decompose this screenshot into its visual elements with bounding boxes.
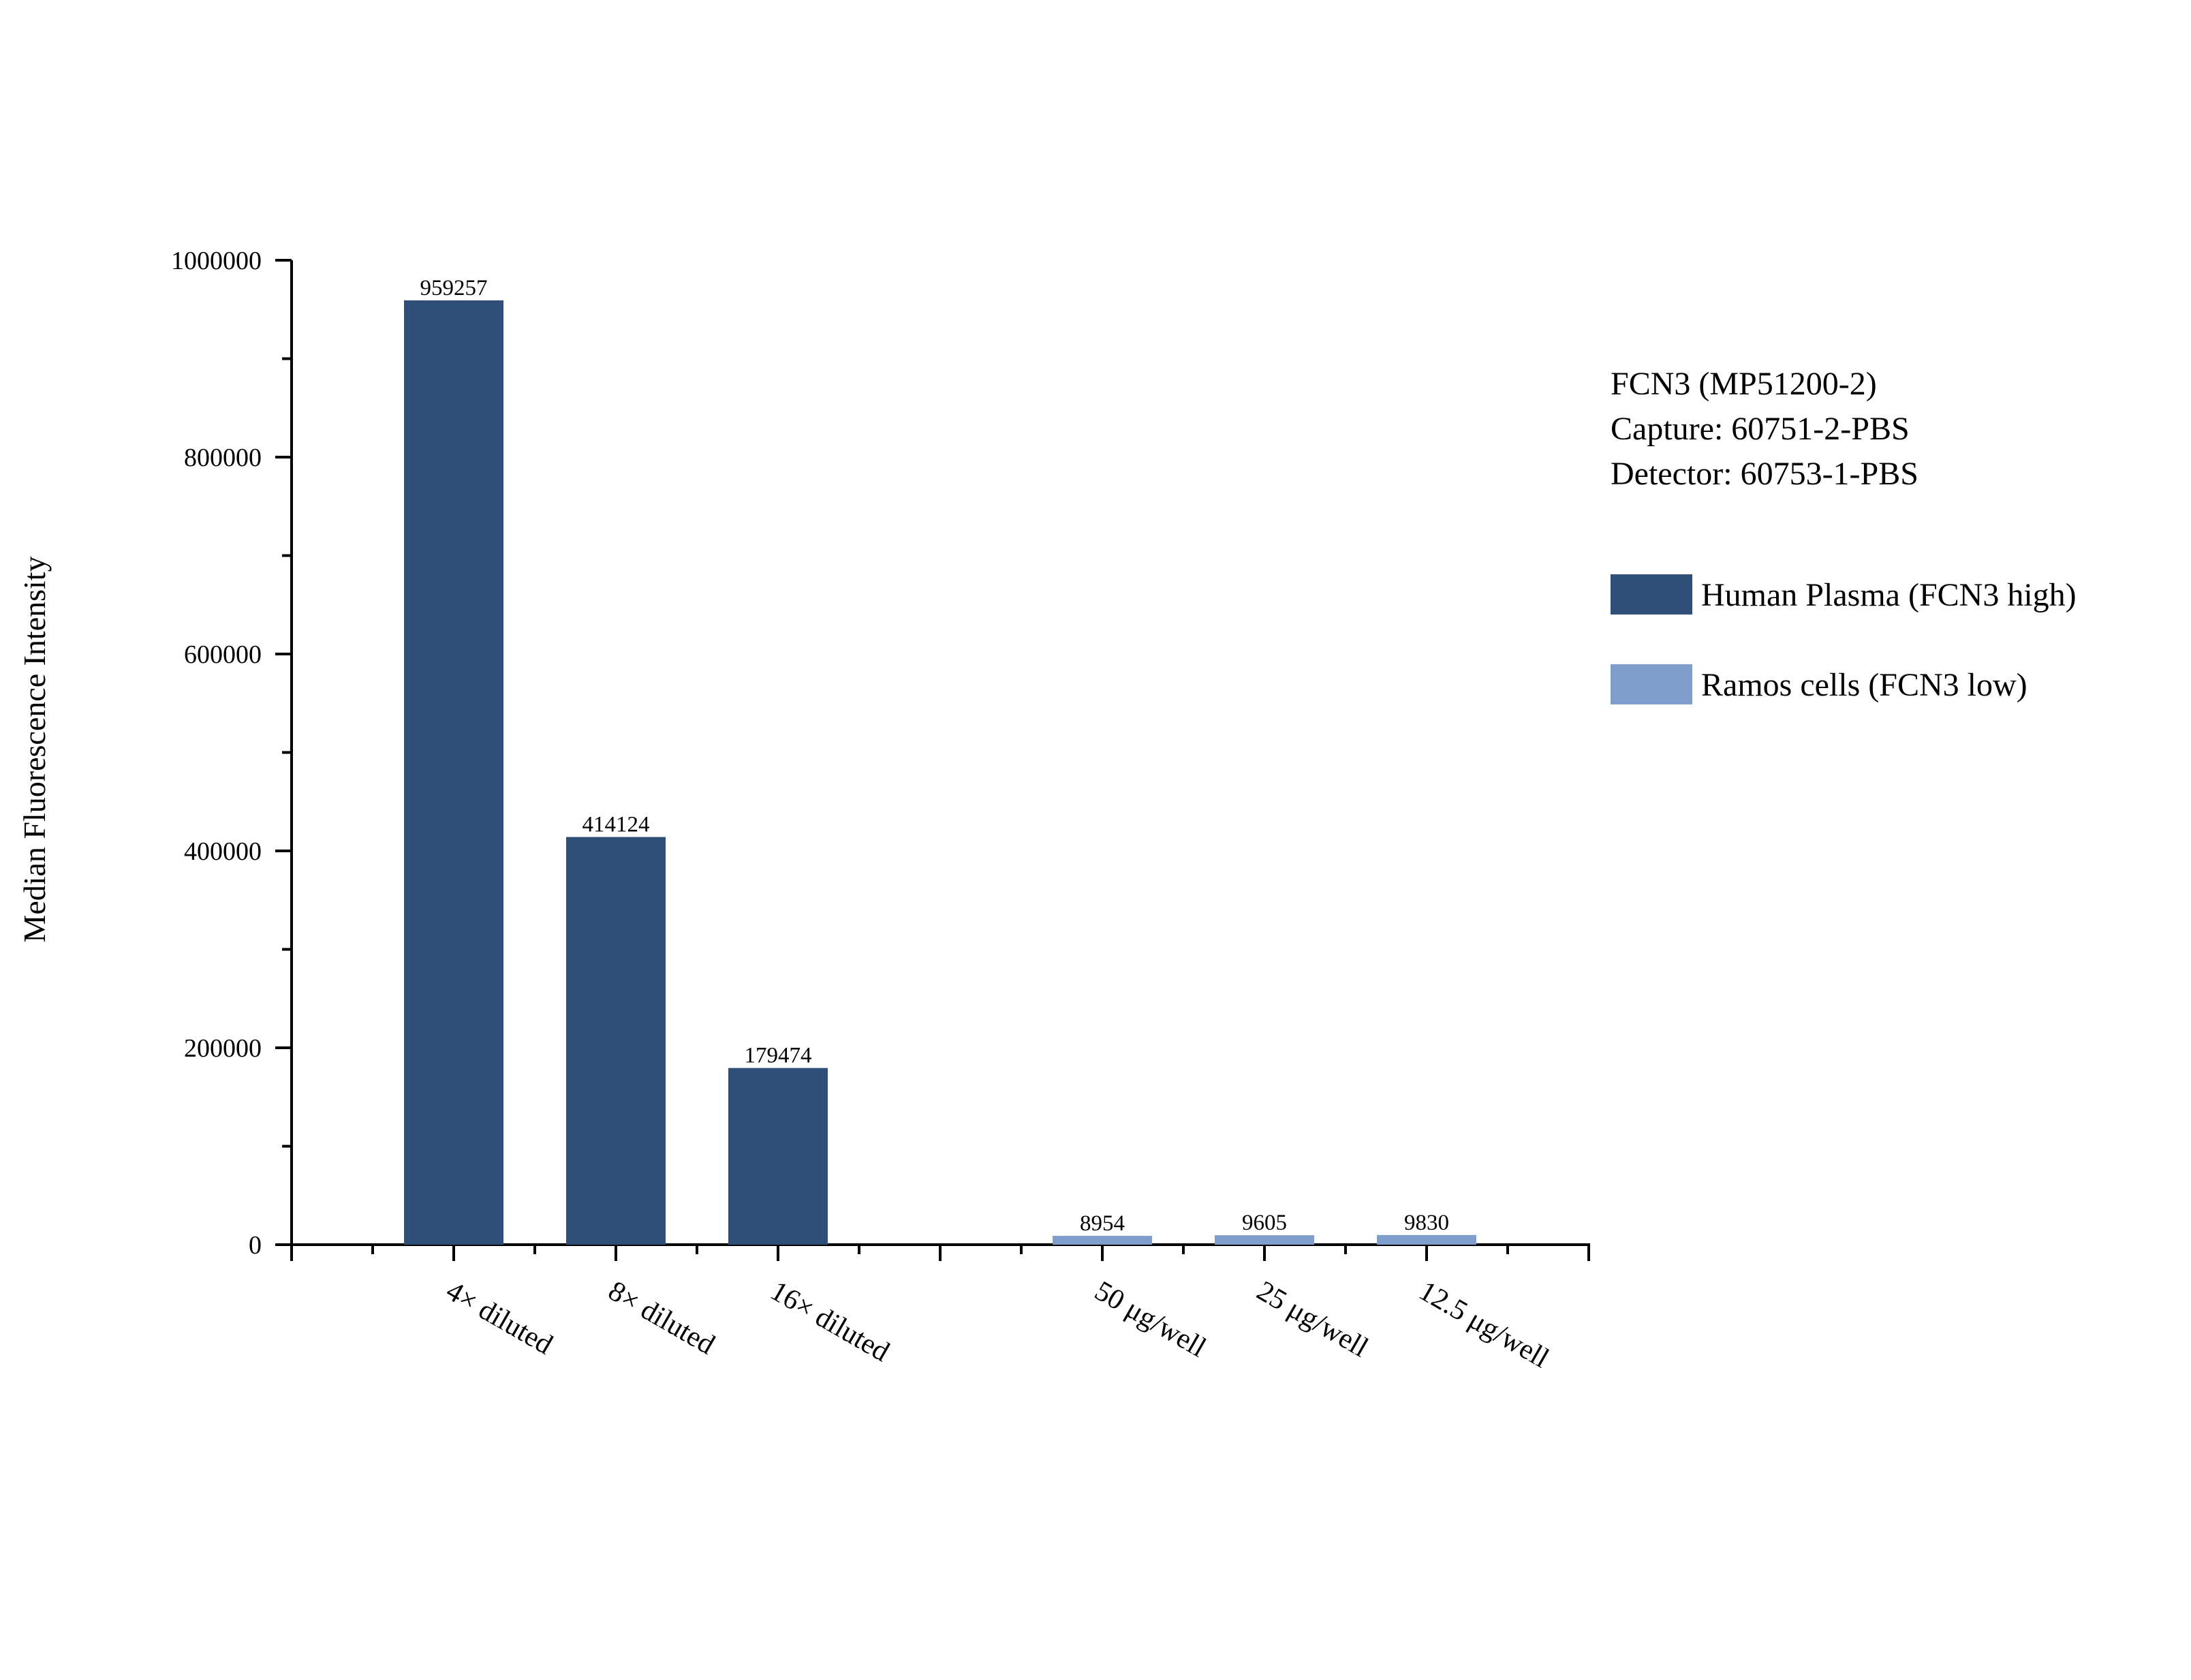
bar-value-label: 959257 bbox=[420, 276, 488, 300]
bar-ramos-cells bbox=[1377, 1234, 1476, 1245]
bar-value-label: 8954 bbox=[1080, 1211, 1125, 1236]
bar-ramos-cells bbox=[1053, 1236, 1152, 1245]
info-line-antibody: FCN3 (MP51200-2) bbox=[1611, 366, 1877, 402]
x-category-label: 50 μg/well bbox=[1089, 1275, 1211, 1364]
y-axis-label: Median Fluorescence Intensity bbox=[17, 556, 52, 942]
y-tick-label: 0 bbox=[249, 1231, 262, 1260]
legend-swatch-human-plasma bbox=[1611, 574, 1692, 615]
bar-value-label: 179474 bbox=[745, 1044, 812, 1068]
bar-value-label: 9605 bbox=[1242, 1211, 1287, 1235]
bar-ramos-cells bbox=[1215, 1235, 1314, 1245]
x-category-label: 12.5 μg/well bbox=[1414, 1275, 1554, 1375]
labels: 0 200000 400000 600000 800000 1000000 4× dilut… bbox=[171, 247, 1554, 1374]
y-tick-label: 200000 bbox=[184, 1034, 262, 1063]
x-category-label: 16× diluted bbox=[765, 1275, 895, 1368]
y-tick-label: 1000000 bbox=[171, 247, 262, 275]
x-category-label: 25 μg/well bbox=[1252, 1275, 1373, 1364]
legend-label-ramos-cells: Ramos cells (FCN3 low) bbox=[1701, 667, 2027, 703]
legend: Human Plasma (FCN3 high) Ramos cells (FC… bbox=[1611, 574, 2077, 704]
bars bbox=[404, 300, 1476, 1245]
bar-value-label: 9830 bbox=[1404, 1211, 1449, 1235]
y-tick-label: 400000 bbox=[184, 837, 262, 866]
legend-swatch-ramos-cells bbox=[1611, 664, 1692, 704]
x-category-label: 8× diluted bbox=[603, 1275, 720, 1361]
legend-label-human-plasma: Human Plasma (FCN3 high) bbox=[1701, 577, 2077, 613]
info-line-detector: Detector: 60753-1-PBS bbox=[1611, 456, 1918, 492]
info-line-capture: Capture: 60751-2-PBS bbox=[1611, 411, 1910, 447]
axes bbox=[275, 259, 1590, 1261]
chart-info-block: FCN3 (MP51200-2) Capture: 60751-2-PBS De… bbox=[1611, 366, 1918, 492]
x-category-label: 4× diluted bbox=[441, 1275, 558, 1361]
bar-human-plasma bbox=[728, 1068, 828, 1245]
bar-human-plasma bbox=[566, 837, 666, 1245]
y-tick-label: 800000 bbox=[184, 444, 262, 472]
bar-human-plasma bbox=[404, 300, 503, 1245]
y-tick-label: 600000 bbox=[184, 640, 262, 669]
bar-value-label: 414124 bbox=[582, 813, 650, 837]
